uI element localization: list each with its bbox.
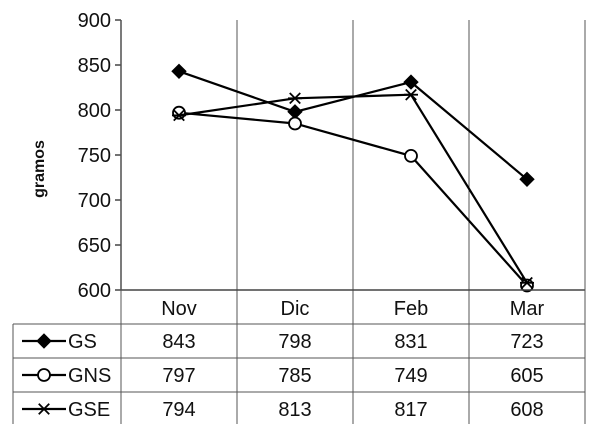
y-tick-label: 600 [78, 280, 111, 302]
table-row: GNS 797 785 749 605 [22, 365, 544, 387]
y-axis-label: gramos [31, 140, 48, 198]
data-point [403, 74, 419, 90]
point-marker-circle [37, 368, 51, 382]
point-marker-diamond [171, 63, 187, 80]
series-line [178, 111, 528, 287]
category-label: Mar [510, 298, 545, 320]
data-point [288, 92, 302, 105]
table-cell: 723 [510, 331, 543, 353]
legend-key-marker [36, 333, 52, 349]
y-tick-label: 850 [78, 55, 111, 77]
table-cell: 843 [162, 331, 195, 353]
y-tick-label: 700 [78, 190, 111, 212]
point-marker-asterisk-part [521, 276, 533, 289]
point-marker-circle [404, 148, 418, 163]
point-marker-asterisk-part [173, 109, 185, 122]
point-marker-circle [172, 105, 186, 120]
table-cell: 794 [162, 399, 195, 421]
point-marker-diamond [403, 74, 419, 90]
data-point [172, 109, 186, 122]
y-tick-label: 800 [78, 100, 111, 122]
data-point [288, 116, 302, 131]
table-cell: 817 [394, 399, 427, 421]
table-cell: 605 [510, 365, 543, 387]
table-cell: 831 [394, 331, 427, 353]
point-marker-diamond [36, 333, 52, 349]
data-point [171, 63, 187, 80]
table-row: GSE 794 813 817 608 [22, 399, 544, 421]
legend-label: GNS [68, 365, 111, 387]
point-marker-asterisk-part [289, 92, 301, 105]
y-tick-label: 650 [78, 235, 111, 257]
series-line [178, 93, 528, 284]
data-point [520, 276, 534, 289]
table-cell: 608 [510, 399, 543, 421]
table-cell: 813 [278, 399, 311, 421]
table-row: GS 843 798 831 723 [22, 331, 544, 353]
legend-key-marker [37, 368, 51, 382]
category-label: Dic [281, 298, 310, 320]
series-gse [172, 88, 534, 289]
table-cell: 749 [394, 365, 427, 387]
table-cell: 797 [162, 365, 195, 387]
legend-key-marker [37, 403, 51, 415]
point-marker-diamond [519, 171, 535, 188]
table-cell: 785 [278, 365, 311, 387]
category-label: Feb [394, 298, 428, 320]
data-point [172, 105, 186, 120]
point-marker-asterisk-part [38, 403, 50, 415]
data-point [404, 88, 418, 101]
legend-label: GS [68, 331, 97, 353]
data-point [404, 148, 418, 163]
plot-area: 900 850 800 750 700 650 600 [78, 10, 586, 424]
data-point [519, 171, 535, 188]
y-tick-label: 750 [78, 145, 111, 167]
category-label: Nov [161, 298, 197, 320]
y-tick-label: 900 [78, 10, 111, 32]
point-marker-circle [288, 116, 302, 131]
data-table: Nov Dic Feb Mar GS 843 798 831 723 GNS 797 785 749 60… [12, 20, 586, 424]
legend-label: GSE [68, 399, 110, 421]
point-marker-asterisk-part [405, 88, 417, 101]
table-cell: 798 [278, 331, 311, 353]
